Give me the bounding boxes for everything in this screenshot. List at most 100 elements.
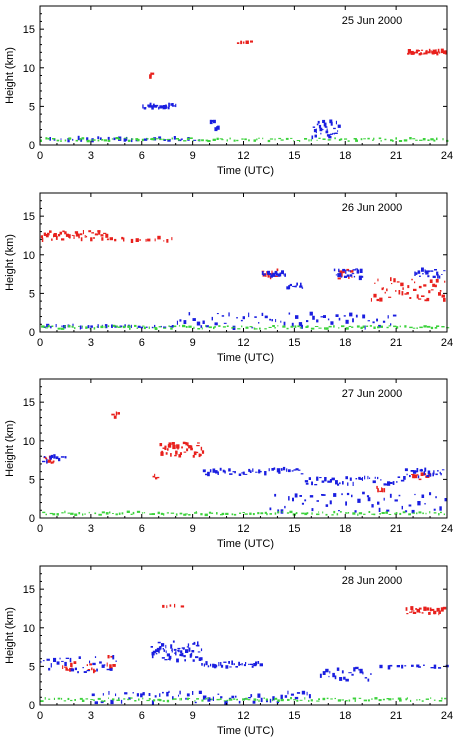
data-point-liquid xyxy=(323,122,327,127)
data-point-aerosol xyxy=(79,697,83,700)
data-point-aerosol xyxy=(51,325,54,327)
data-point-ice xyxy=(94,669,96,673)
data-point-liquid xyxy=(425,270,429,275)
data-point-aerosol xyxy=(274,697,278,700)
data-point-liquid xyxy=(143,107,147,110)
data-point-aerosol xyxy=(337,699,341,702)
data-point-liquid xyxy=(367,678,370,682)
data-point-ice xyxy=(112,664,116,667)
data-point-ice xyxy=(349,270,353,273)
data-point-aerosol xyxy=(290,137,293,139)
data-point-liquid xyxy=(327,480,331,483)
data-point-liquid xyxy=(260,697,263,703)
data-point-aerosol xyxy=(433,512,437,514)
data-point-aerosol xyxy=(213,326,215,330)
data-point-aerosol xyxy=(100,325,104,329)
data-point-liquid xyxy=(250,694,253,698)
data-point-aerosol xyxy=(297,325,300,328)
data-point-ice xyxy=(179,452,182,455)
data-point-liquid xyxy=(315,128,317,134)
data-point-liquid xyxy=(332,132,334,135)
data-point-liquid xyxy=(356,269,360,274)
chart-marks xyxy=(40,40,449,143)
data-point-ice xyxy=(65,667,68,671)
data-point-aerosol xyxy=(274,512,277,515)
data-point-ice xyxy=(198,453,201,458)
data-point-liquid xyxy=(345,269,347,274)
data-point-aerosol xyxy=(430,138,434,141)
x-tick-label: 0 xyxy=(37,337,43,349)
data-point-liquid xyxy=(351,494,353,498)
data-point-liquid xyxy=(179,653,182,657)
data-point-liquid xyxy=(347,270,351,272)
data-point-aerosol xyxy=(395,137,397,140)
data-point-ice xyxy=(90,237,93,242)
data-point-liquid xyxy=(411,664,414,667)
data-point-aerosol xyxy=(115,513,118,516)
data-point-liquid xyxy=(378,507,381,512)
y-axis-label: Height (km) xyxy=(4,607,16,664)
data-point-ice xyxy=(409,297,412,299)
y-axis-label: Height (km) xyxy=(4,420,16,477)
data-point-liquid xyxy=(179,690,181,695)
data-point-aerosol xyxy=(112,513,114,514)
data-point-liquid xyxy=(358,275,362,281)
data-point-liquid xyxy=(355,666,359,670)
data-point-ice xyxy=(166,239,169,243)
data-point-ice xyxy=(61,238,65,241)
data-point-aerosol xyxy=(257,512,260,515)
data-point-liquid xyxy=(128,697,131,700)
data-point-liquid xyxy=(329,119,333,124)
data-point-liquid xyxy=(382,320,386,323)
data-point-ice xyxy=(68,234,71,238)
data-point-aerosol xyxy=(408,513,411,516)
data-point-liquid xyxy=(389,664,393,667)
data-point-aerosol xyxy=(220,514,223,516)
data-point-liquid xyxy=(361,275,364,278)
data-point-liquid xyxy=(228,468,231,472)
data-point-liquid xyxy=(192,659,195,662)
data-point-liquid xyxy=(389,493,392,498)
data-point-ice xyxy=(181,446,183,449)
data-point-liquid xyxy=(314,484,318,486)
data-point-liquid xyxy=(42,660,45,662)
data-point-liquid xyxy=(156,104,159,107)
data-point-aerosol xyxy=(363,513,366,515)
data-point-liquid xyxy=(347,482,349,486)
data-point-liquid xyxy=(423,664,425,666)
data-point-aerosol xyxy=(296,140,300,141)
data-point-aerosol xyxy=(425,512,427,515)
data-point-liquid xyxy=(175,651,177,656)
data-point-aerosol xyxy=(304,512,308,516)
data-point-liquid xyxy=(334,675,337,680)
data-point-aerosol xyxy=(178,325,181,327)
data-point-aerosol xyxy=(371,698,373,700)
data-point-ice xyxy=(46,232,50,236)
data-point-liquid xyxy=(65,657,69,659)
data-point-liquid xyxy=(69,657,72,663)
data-point-liquid xyxy=(87,325,90,329)
data-point-ice xyxy=(381,487,383,491)
data-point-liquid xyxy=(205,325,209,328)
data-point-aerosol xyxy=(245,697,248,700)
data-point-liquid xyxy=(362,491,365,495)
data-point-ice xyxy=(150,72,152,77)
data-point-ice xyxy=(185,442,188,446)
data-point-liquid xyxy=(113,137,116,141)
data-point-aerosol xyxy=(88,511,90,514)
data-point-liquid xyxy=(329,500,332,505)
data-point-aerosol xyxy=(40,139,42,142)
data-point-ice xyxy=(167,448,169,451)
data-point-liquid xyxy=(109,668,113,671)
data-point-liquid xyxy=(386,509,390,512)
data-point-aerosol xyxy=(63,700,67,702)
data-point-ice xyxy=(421,295,425,297)
data-point-liquid xyxy=(295,285,297,288)
data-point-liquid xyxy=(149,102,152,108)
data-point-ice xyxy=(113,415,117,419)
data-point-ice xyxy=(169,604,172,607)
data-point-aerosol xyxy=(253,139,256,142)
data-point-ice xyxy=(177,446,179,450)
data-point-liquid xyxy=(438,667,442,669)
data-point-ice xyxy=(93,237,95,239)
